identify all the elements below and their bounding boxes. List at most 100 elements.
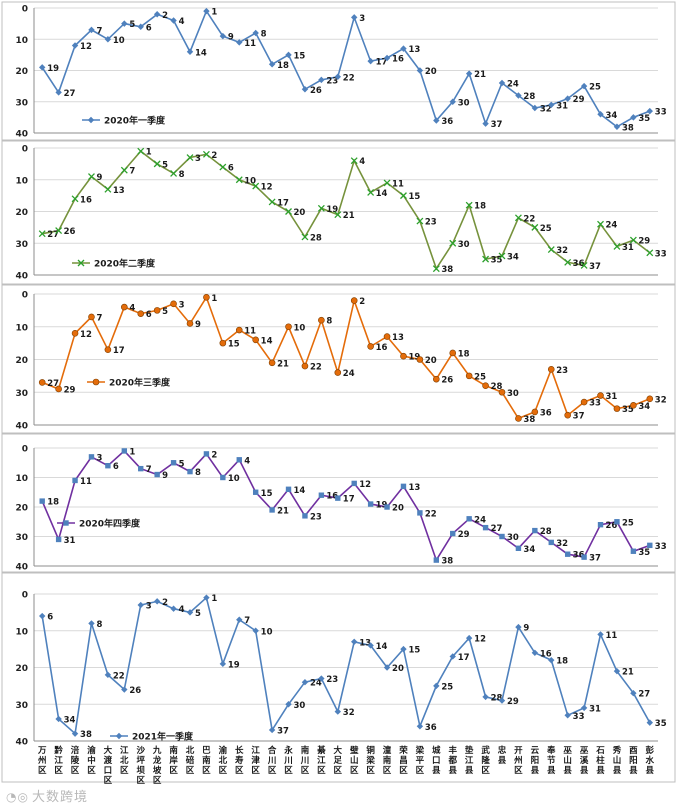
data-point	[597, 220, 604, 228]
y-tick-label: 40	[15, 272, 28, 282]
data-label: 3	[359, 14, 365, 24]
data-label: 20	[392, 664, 404, 674]
data-point	[301, 233, 309, 241]
y-tick-label: 40	[15, 422, 28, 432]
data-label: 6	[228, 164, 234, 174]
data-point	[400, 45, 407, 52]
data-point	[531, 104, 539, 112]
data-label: 31	[556, 101, 568, 111]
legend-marker	[92, 378, 100, 386]
data-label: 28	[310, 233, 322, 243]
data-label: 32	[556, 246, 568, 256]
x-tick-label: 酉阳县	[629, 746, 638, 776]
data-label: 16	[80, 195, 92, 205]
x-tick-label: 奉节县	[546, 745, 556, 776]
data-label: 15	[408, 646, 420, 656]
data-point	[105, 463, 111, 469]
data-label: 11	[606, 631, 618, 641]
data-label: 15	[294, 51, 306, 61]
data-point	[449, 239, 457, 247]
data-point	[137, 310, 145, 317]
data-label: 16	[326, 492, 338, 502]
legend: 2020年三季度	[87, 377, 171, 389]
data-point	[416, 67, 424, 74]
data-label: 15	[408, 192, 420, 202]
data-label: 25	[441, 682, 453, 692]
data-label: 36	[425, 723, 437, 733]
y-tick-label: 20	[15, 664, 28, 674]
data-label: 8	[326, 317, 332, 327]
data-point	[613, 667, 621, 675]
data-point	[564, 551, 571, 557]
data-label: 33	[655, 249, 667, 259]
data-point	[449, 653, 456, 660]
data-label: 12	[474, 635, 486, 645]
data-point	[466, 516, 472, 522]
y-tick-label: 10	[15, 176, 28, 186]
data-label: 18	[277, 61, 289, 71]
data-label: 4	[179, 605, 185, 615]
data-point	[646, 107, 653, 115]
data-label: 27	[64, 89, 76, 99]
data-label: 20	[294, 208, 306, 218]
data-label: 22	[343, 73, 355, 83]
data-point	[170, 460, 177, 466]
x-tick-label: 垫江县	[465, 745, 474, 776]
watermark-text: 大数跨境	[31, 790, 88, 805]
data-point	[449, 98, 456, 105]
data-label: 32	[343, 708, 355, 718]
data-label: 13	[359, 638, 371, 648]
x-tick-label: 江津区	[251, 745, 260, 776]
data-label: 29	[638, 237, 650, 247]
y-tick-label: 0	[22, 591, 28, 601]
data-label: 27	[638, 690, 650, 700]
data-label: 33	[589, 399, 601, 409]
data-label: 10	[261, 627, 273, 637]
data-point	[334, 369, 342, 376]
data-point	[88, 26, 95, 34]
data-point	[318, 316, 325, 324]
data-label: 17	[343, 495, 355, 505]
data-label: 31	[622, 243, 634, 253]
x-tick-label: 渝中区	[87, 745, 96, 776]
data-point	[433, 375, 440, 383]
data-point	[646, 719, 653, 726]
legend-marker	[63, 520, 69, 526]
data-label: 38	[441, 265, 453, 275]
data-label: 12	[359, 480, 371, 490]
data-label: 10	[113, 36, 125, 46]
y-tick-label: 20	[15, 504, 28, 514]
data-point	[55, 715, 62, 723]
data-label: 30	[458, 240, 470, 250]
data-label: 18	[47, 498, 59, 508]
data-point	[72, 477, 78, 484]
data-point	[564, 95, 571, 102]
data-label: 30	[294, 701, 306, 711]
x-tick-label: 大足区	[334, 745, 343, 776]
data-point	[268, 726, 276, 734]
data-point	[482, 524, 489, 531]
data-label: 38	[523, 415, 535, 425]
data-point	[482, 255, 490, 263]
data-point	[335, 495, 341, 501]
data-label: 8	[261, 30, 267, 40]
data-point	[252, 627, 259, 634]
x-tick-label: 石柱县	[595, 746, 605, 776]
data-point	[367, 642, 374, 649]
data-label: 33	[573, 712, 585, 722]
data-label: 38	[441, 557, 453, 567]
data-point	[71, 329, 79, 337]
data-point	[236, 39, 243, 46]
data-point	[630, 114, 637, 121]
x-tick-label: 梁平区	[415, 745, 425, 776]
data-label: 19	[408, 353, 420, 363]
data-point	[400, 645, 407, 653]
data-point	[580, 398, 588, 406]
x-tick-label: 南川区	[300, 745, 310, 776]
data-label: 23	[556, 366, 568, 376]
data-point	[121, 686, 128, 693]
x-tick-label: 江北区	[120, 745, 129, 776]
legend: 2020年四季度	[57, 518, 141, 530]
y-tick-label: 10	[15, 627, 28, 637]
